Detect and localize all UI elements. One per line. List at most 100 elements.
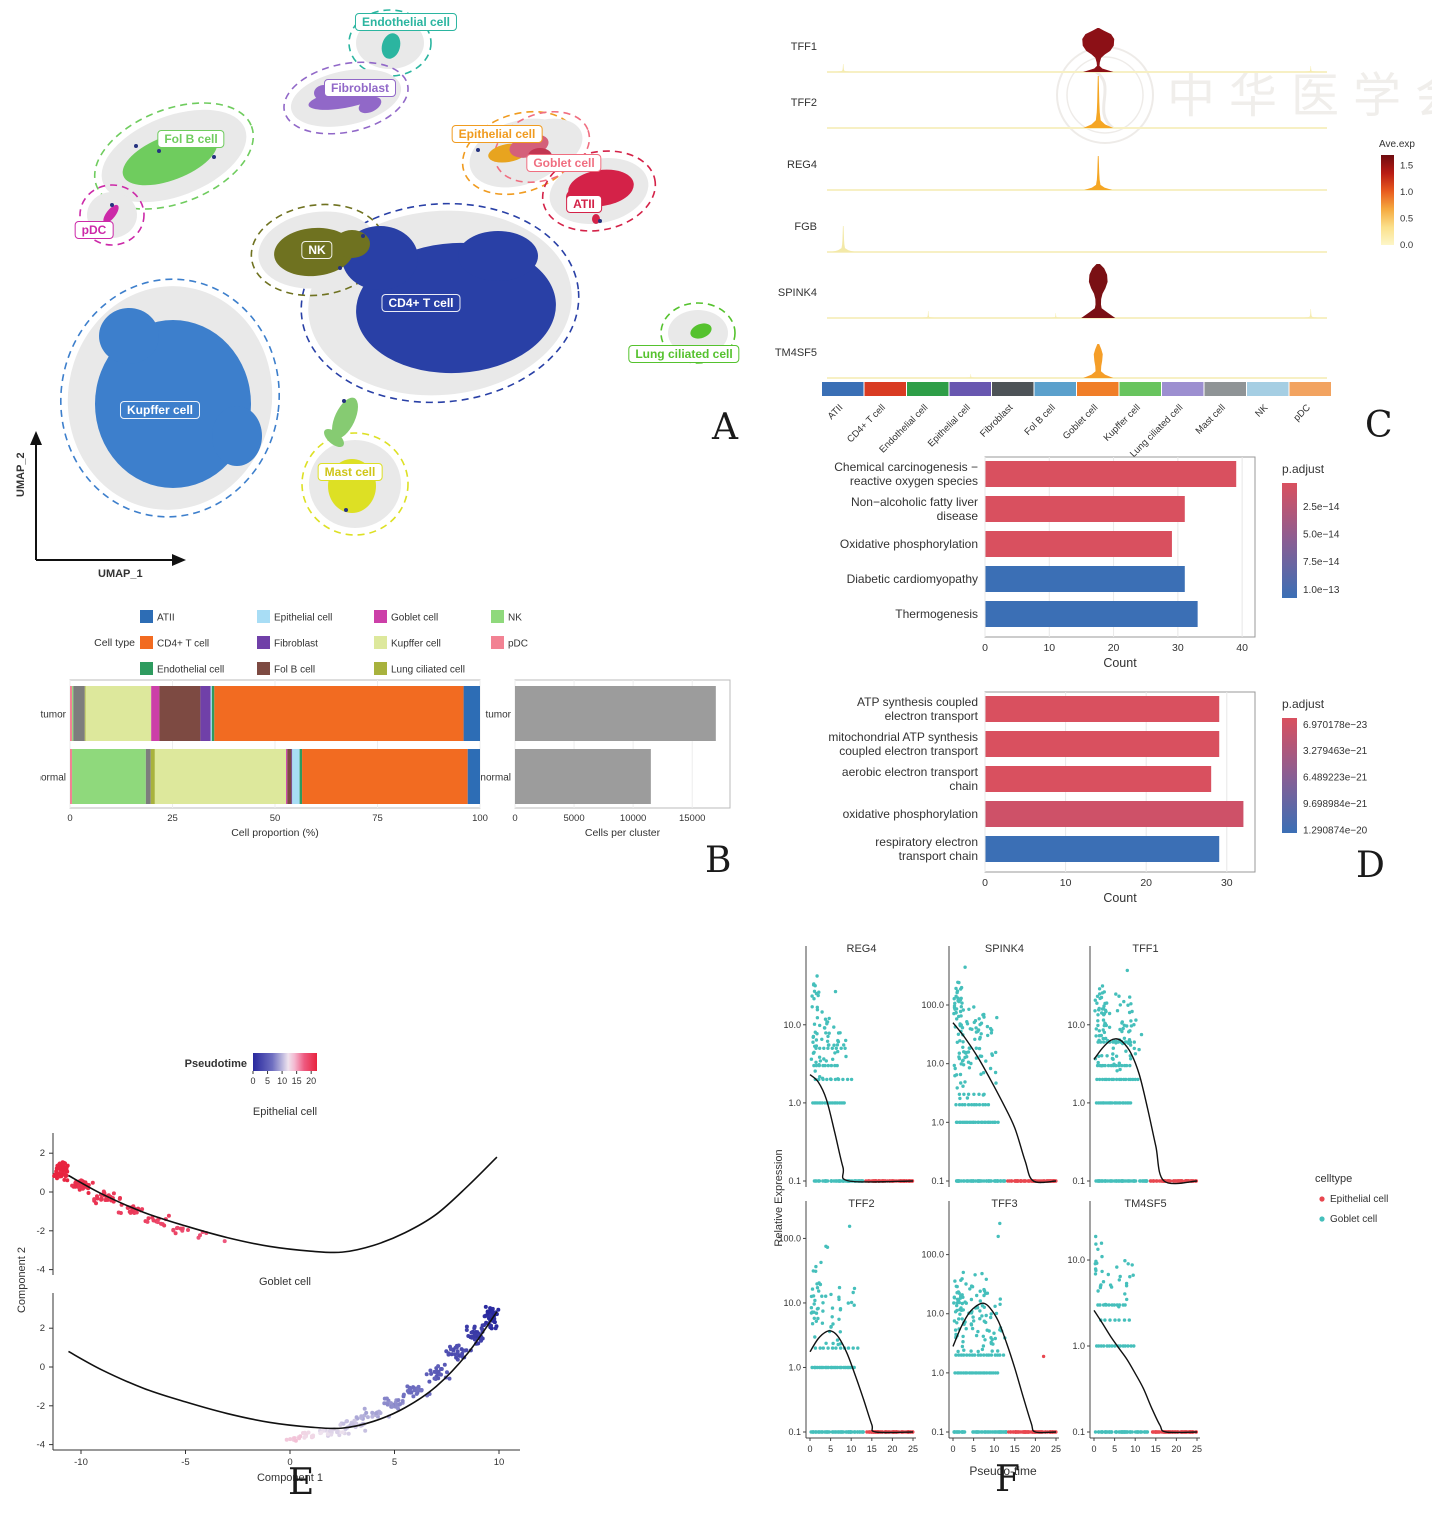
x-tick: 10 <box>1043 642 1055 654</box>
data-point <box>1104 1036 1108 1041</box>
data-point <box>961 1045 965 1049</box>
data-point <box>977 1046 982 1051</box>
padjust-tick: 5.0e−14 <box>1303 530 1340 541</box>
data-point <box>825 1077 829 1082</box>
enrichment-bar <box>985 696 1220 722</box>
strip-block <box>907 382 949 396</box>
data-point <box>1097 987 1102 991</box>
y-tick: 0.1 <box>1072 1176 1085 1186</box>
data-point <box>812 1316 816 1320</box>
data-point <box>837 1179 841 1183</box>
data-point <box>1115 1069 1119 1073</box>
data-point <box>985 1024 990 1029</box>
data-point <box>969 1322 973 1326</box>
legend-swatch <box>140 636 153 649</box>
y-axis-label: Component 2 <box>16 1247 28 1313</box>
data-point <box>105 1197 110 1202</box>
data-point <box>809 1057 814 1061</box>
legend-item-label: Goblet cell <box>391 613 438 624</box>
data-point <box>955 1321 959 1325</box>
data-point <box>1126 1344 1130 1348</box>
data-point <box>92 1197 97 1202</box>
legend-item-label: pDC <box>508 639 528 650</box>
data-point <box>1155 1179 1159 1183</box>
x-axis-label: Cell proportion (%) <box>231 827 319 839</box>
subplot-title: REG4 <box>847 943 877 955</box>
data-point <box>1151 1430 1155 1434</box>
data-point <box>957 980 961 985</box>
data-point <box>993 1179 998 1183</box>
cluster-blob <box>332 397 358 439</box>
umap-cluster-bodies <box>95 33 712 513</box>
data-point <box>448 1347 453 1352</box>
data-point <box>964 1051 968 1055</box>
cluster-blob <box>99 308 159 364</box>
enrichment-bar <box>985 801 1244 827</box>
data-point <box>488 1313 493 1318</box>
data-point <box>820 1101 824 1105</box>
y-tick: 2 <box>40 1323 45 1334</box>
cluster-blob <box>103 204 119 224</box>
data-point <box>374 1411 379 1416</box>
data-point <box>437 1372 442 1377</box>
data-point <box>968 1287 972 1291</box>
data-point <box>411 1385 416 1390</box>
data-point <box>1111 1063 1116 1068</box>
x-tick: 25 <box>167 813 178 824</box>
data-point <box>482 1314 487 1319</box>
pseudotime-tick: 15 <box>292 1076 302 1086</box>
x-tick: 0 <box>67 813 72 824</box>
data-point <box>70 1183 75 1188</box>
data-point <box>396 1398 401 1403</box>
data-point <box>470 1334 475 1339</box>
data-point <box>1123 1292 1127 1296</box>
term-label: Thermogenesis <box>895 607 978 621</box>
y-tick: 10.0 <box>783 1298 801 1308</box>
strip-label: Fol B cell <box>1022 402 1057 437</box>
data-point <box>984 1277 988 1281</box>
data-point <box>1117 1430 1121 1434</box>
watermark-emblem-glyph <box>1092 68 1115 130</box>
data-point <box>953 1328 958 1332</box>
data-point <box>444 1349 449 1354</box>
data-point <box>1126 1262 1130 1266</box>
data-point <box>963 965 967 969</box>
data-point <box>817 1077 821 1082</box>
data-point <box>1117 1063 1121 1068</box>
data-point <box>1115 1009 1120 1013</box>
data-point <box>987 1353 991 1357</box>
umap-x-label: UMAP_1 <box>98 568 143 580</box>
category-label: tumor <box>485 710 511 721</box>
axis-arrow-up <box>30 431 42 445</box>
data-point <box>814 1179 818 1183</box>
data-point <box>1098 1303 1102 1307</box>
speck-dot <box>157 149 161 153</box>
panel-letter-c: C <box>1365 405 1393 446</box>
data-point <box>186 1228 190 1232</box>
data-point <box>1139 1032 1144 1037</box>
data-point <box>977 1103 982 1107</box>
data-point <box>1094 1034 1098 1038</box>
data-point <box>995 1371 1000 1375</box>
x-tick: 5 <box>828 1444 833 1454</box>
data-point <box>1098 1285 1103 1290</box>
cluster-blob <box>334 230 370 258</box>
data-point <box>993 1120 997 1124</box>
data-point <box>957 1051 961 1055</box>
data-point <box>961 1340 965 1344</box>
data-point <box>952 1319 957 1323</box>
data-point <box>983 1338 987 1342</box>
x-tick: 0 <box>512 813 517 824</box>
cluster-outline <box>93 102 255 210</box>
data-point <box>976 1329 980 1334</box>
bar-segment <box>85 686 152 741</box>
data-point <box>1018 1179 1023 1183</box>
data-point <box>1111 1052 1115 1056</box>
data-point <box>818 1059 823 1063</box>
data-point <box>978 1022 982 1027</box>
cluster-outline <box>493 110 591 184</box>
speck-dot <box>212 155 216 159</box>
data-point <box>830 1346 835 1350</box>
data-point <box>813 1030 817 1034</box>
bar-segment <box>145 749 151 804</box>
